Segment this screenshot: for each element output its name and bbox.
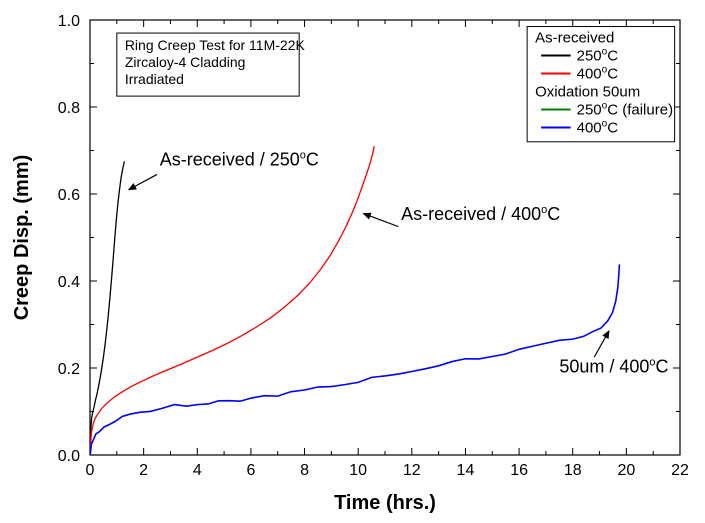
x-tick-label: 4 — [193, 462, 202, 479]
x-tick-label: 22 — [671, 462, 689, 479]
title-box-line: Irradiated — [125, 71, 184, 87]
x-tick-label: 12 — [403, 462, 421, 479]
annotation-label: As-received / 250oC — [160, 150, 319, 170]
y-axis-label: Creep Disp. (mm) — [11, 155, 33, 321]
y-tick-label: 0.6 — [58, 187, 80, 204]
x-tick-label: 10 — [349, 462, 367, 479]
y-tick-label: 0.4 — [58, 274, 80, 291]
x-tick-label: 0 — [86, 462, 95, 479]
x-axis-label: Time (hrs.) — [334, 492, 436, 514]
x-tick-label: 2 — [139, 462, 148, 479]
x-tick-label: 8 — [300, 462, 309, 479]
legend-item-label: 400oC — [577, 119, 619, 137]
y-tick-label: 0.0 — [58, 448, 80, 465]
x-tick-label: 14 — [457, 462, 475, 479]
annotation-label: As-received / 400oC — [401, 204, 560, 224]
legend-item-label: 250oC — [577, 47, 619, 65]
y-tick-label: 1.0 — [58, 13, 80, 30]
title-box-line: Zircaloy-4 Cladding — [125, 54, 246, 70]
y-tick-label: 0.2 — [58, 361, 80, 378]
legend-box: As-received250oC400oCOxidation 50um250oC… — [527, 27, 675, 142]
y-tick-label: 0.8 — [58, 100, 80, 117]
title-box: Ring Creep Test for 11M-22KZircaloy-4 Cl… — [117, 33, 306, 96]
title-box-line: Ring Creep Test for 11M-22K — [125, 37, 306, 53]
x-tick-label: 16 — [510, 462, 528, 479]
legend-item-label: 400oC — [577, 65, 619, 83]
legend-header: Oxidation 50um — [535, 84, 640, 101]
x-tick-label: 6 — [246, 462, 255, 479]
legend-item-label: 250oC (failure) — [577, 101, 673, 119]
legend-header: As-received — [535, 30, 614, 47]
x-tick-label: 18 — [564, 462, 582, 479]
x-tick-label: 20 — [617, 462, 635, 479]
